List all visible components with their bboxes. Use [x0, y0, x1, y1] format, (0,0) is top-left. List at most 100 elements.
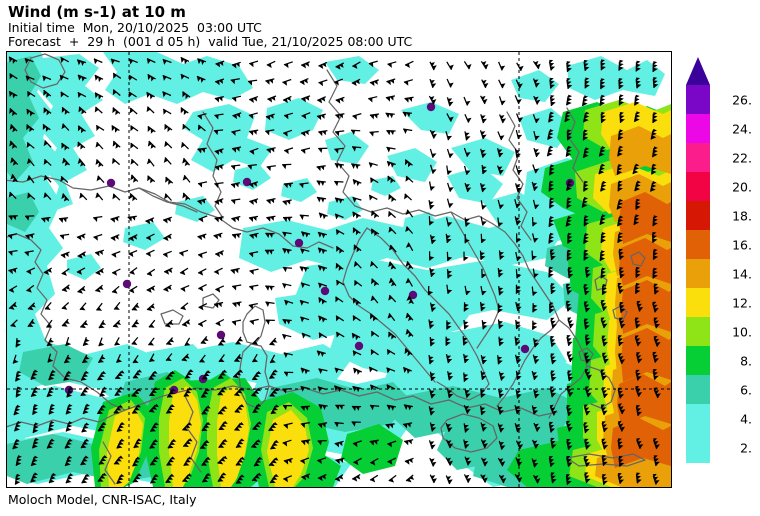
wind-arrow [64, 455, 73, 467]
wind-arrow [566, 197, 572, 209]
wind-arrow [47, 353, 54, 363]
wind-arrow [15, 370, 22, 382]
wind-arrow [146, 91, 155, 100]
colorbar-band [686, 288, 710, 318]
wind-arrow [179, 249, 189, 257]
wind-arrow [515, 370, 522, 381]
wind-arrow [147, 175, 156, 184]
wind-arrow [165, 353, 173, 362]
wind-arrow [60, 91, 69, 98]
wind-arrow [30, 455, 39, 467]
wind-arrow [618, 353, 626, 365]
wind-arrow [42, 123, 51, 132]
wind-arrow [163, 157, 172, 165]
wind-arrow [27, 91, 36, 98]
wind-arrow [282, 216, 293, 223]
wind-arrow [652, 215, 658, 227]
wind-arrow [635, 266, 641, 278]
wind-arrow [334, 147, 344, 154]
wind-arrow [214, 78, 225, 86]
wind-arrow [463, 439, 470, 449]
wind-arrow [217, 386, 228, 396]
wind-arrow [515, 79, 523, 89]
wind-arrow [283, 371, 294, 377]
wind-arrow [112, 140, 121, 149]
wind-arrow [299, 182, 309, 189]
wind-arrow [97, 472, 107, 483]
wind-arrow [353, 261, 362, 269]
wind-arrow [96, 370, 107, 381]
wind-arrow [162, 108, 172, 115]
wind-arrow [446, 320, 452, 330]
wind-arrow [30, 369, 39, 380]
map-plot-area[interactable] [6, 51, 672, 488]
wind-arrow [565, 300, 573, 312]
wind-arrow [601, 455, 608, 466]
wind-arrow [269, 387, 280, 397]
wind-arrow [149, 439, 159, 449]
wind-arrow [464, 217, 471, 227]
wind-arrow [649, 181, 657, 192]
wind-arrow [132, 354, 139, 364]
wind-arrow [269, 473, 279, 484]
wind-arrow [234, 387, 245, 397]
colorbar-band [686, 375, 710, 405]
wind-arrow [532, 268, 539, 278]
wind-arrow [10, 173, 18, 183]
wind-arrow [179, 267, 189, 276]
wind-arrow [235, 456, 245, 466]
wind-arrow [265, 319, 275, 325]
wind-arrow [93, 215, 103, 222]
wind-arrow [497, 267, 504, 278]
wind-arrow [546, 145, 554, 157]
wind-arrow [301, 112, 311, 120]
wind-arrow [301, 439, 311, 446]
wind-arrow [95, 284, 104, 293]
wind-arrow [515, 389, 522, 399]
colorbar-tick-label: 2. [740, 440, 752, 455]
wind-arrow [617, 129, 624, 141]
wind-arrow [464, 456, 472, 466]
wind-arrow [386, 129, 396, 136]
wind-arrow [369, 404, 380, 411]
wind-arrow [531, 370, 539, 381]
wind-arrow [214, 182, 224, 189]
wind-arrow [128, 91, 137, 98]
wind-arrow [197, 268, 207, 276]
wind-arrow [200, 388, 210, 398]
wind-arrow [429, 336, 436, 347]
wind-arrow [61, 106, 70, 115]
wind-arrow [111, 268, 121, 276]
wind-arrow [498, 61, 506, 71]
wind-arrow [353, 367, 362, 375]
wind-arrow [601, 421, 609, 433]
wind-arrow [10, 157, 19, 166]
wind-arrow [112, 72, 122, 79]
wind-arrow [251, 472, 262, 482]
wind-arrow [165, 473, 175, 484]
wind-arrow [405, 474, 415, 483]
colorbar-tick-label: 14. [732, 266, 752, 281]
wind-arrow [231, 198, 241, 205]
wind-arrow [516, 233, 522, 243]
wind-arrow [165, 370, 176, 380]
chart-header: Wind (m s-1) at 10 m Initial time Mon, 2… [8, 4, 658, 49]
wind-arrow [334, 367, 344, 374]
wind-arrow [60, 175, 69, 184]
wind-arrow [94, 249, 105, 257]
wind-arrow [182, 422, 193, 432]
wind-arrow [428, 440, 436, 450]
colorbar-band [686, 346, 710, 376]
wind-arrow [9, 123, 18, 133]
wind-arrow [61, 193, 70, 202]
wind-arrow [429, 371, 436, 381]
wind-arrow [250, 439, 261, 449]
wind-arrow [95, 192, 104, 201]
wind-arrow [265, 129, 275, 136]
wind-arrow [497, 131, 505, 141]
wind-arrow [282, 199, 292, 206]
wind-arrow [618, 94, 625, 106]
wind-arrow [110, 216, 120, 223]
wind-arrow [316, 350, 326, 357]
wind-arrow [464, 113, 472, 123]
